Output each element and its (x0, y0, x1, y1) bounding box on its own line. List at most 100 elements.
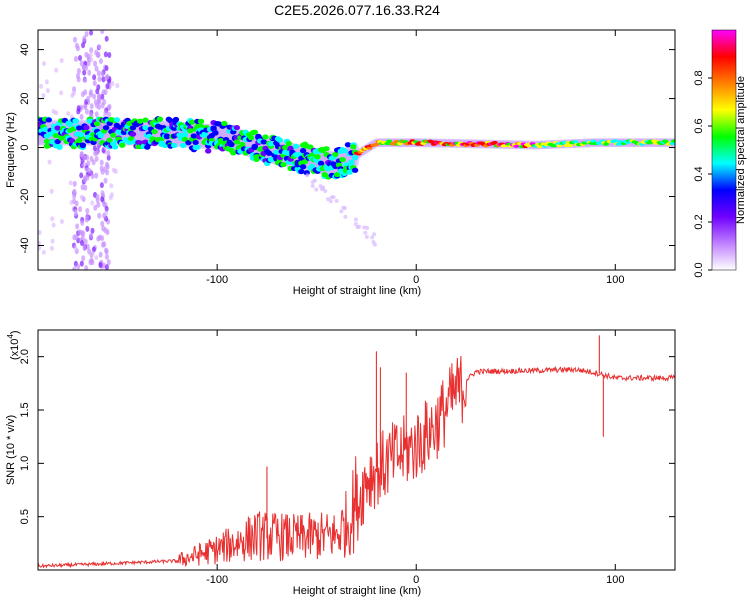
spectral-blob (93, 150, 98, 157)
spectral-blob (83, 104, 88, 111)
spectral-blob (83, 238, 88, 245)
spectral-blob (142, 125, 149, 131)
spectral-blob (344, 142, 352, 148)
spectral-blob (81, 42, 86, 49)
spectral-blob (172, 116, 180, 123)
snr-x-ticks: -100 0 100 (206, 330, 624, 586)
spectral-blob (39, 83, 44, 89)
spectral-blob (49, 188, 54, 194)
y-tick-label: 0 (19, 144, 31, 150)
y-tick-label: 1.0 (19, 456, 31, 471)
spectral-blob (97, 133, 104, 139)
spectral-blob (90, 200, 95, 206)
spectral-blob (513, 144, 520, 148)
spectral-blob (82, 35, 87, 42)
spectral-blob (56, 144, 63, 150)
spectral-blob (363, 230, 368, 235)
spectral-blob (100, 102, 105, 109)
spectral-blob (101, 262, 106, 269)
spectral-blob (285, 140, 293, 147)
spectral-blob (323, 189, 328, 194)
snr-multiplier-base: (x10 (9, 339, 21, 360)
spectral-blob (362, 225, 367, 230)
spectral-blob (197, 118, 205, 124)
spectral-blob (111, 144, 119, 150)
spectral-blob (75, 45, 80, 52)
spectral-blob (75, 223, 80, 230)
spectral-blob (353, 217, 358, 222)
spectral-blob (79, 194, 84, 200)
spectral-blob (170, 142, 178, 149)
spectral-blob (99, 159, 104, 166)
spectral-blob (567, 143, 574, 148)
spectral-blob (93, 121, 101, 127)
spectral-blob (97, 212, 102, 219)
spectral-blob (59, 219, 64, 225)
spectral-blob (89, 155, 94, 162)
spectral-blob (110, 81, 115, 87)
spectral-blob (86, 95, 91, 102)
spectral-blob (90, 173, 95, 180)
colorbar-tick-label: 0.0 (693, 262, 705, 277)
spectral-blob (83, 124, 90, 131)
spectral-blob (331, 195, 336, 200)
spectral-blob (251, 144, 258, 151)
spectral-blob (103, 166, 108, 172)
spectral-blob (98, 58, 103, 65)
spectral-blob (94, 155, 99, 162)
spectral-blob (93, 204, 98, 211)
spectral-blob (351, 155, 359, 161)
spectral-blob (88, 89, 93, 96)
spectral-blob (287, 145, 294, 151)
spectral-blob (298, 168, 305, 175)
spectrogram-y-ticks: -40 -20 0 20 40 (19, 43, 675, 253)
spectral-blob (106, 150, 111, 157)
spectral-blob (76, 67, 81, 74)
spectral-blob (373, 142, 380, 147)
spectral-blob (265, 150, 273, 156)
x-tick-label: 0 (413, 574, 419, 586)
spectral-blob (38, 245, 42, 251)
spectral-blob (78, 55, 83, 62)
spectral-blob (79, 142, 86, 149)
spectral-blob (49, 139, 56, 145)
spectral-blob (99, 182, 104, 189)
spectral-blob (84, 216, 89, 223)
spectral-blob (194, 144, 201, 150)
spectral-blob (59, 90, 64, 96)
spectral-blob (273, 149, 280, 155)
x-tick-label: 100 (606, 274, 624, 286)
spectral-blob (94, 65, 99, 72)
spectral-blob (100, 70, 105, 77)
spectral-blob (282, 144, 289, 151)
spectral-blob (334, 198, 339, 203)
spectral-blob (247, 135, 255, 141)
spectral-blob (88, 232, 93, 239)
spectral-blob (339, 209, 344, 214)
spectral-blob (106, 137, 113, 143)
spectral-blob (87, 248, 92, 255)
spectral-blob (104, 264, 109, 270)
spectral-blob (110, 132, 117, 138)
colorbar-tick-label: 0.6 (693, 118, 705, 133)
spectral-blob (89, 103, 94, 110)
spectral-blob (76, 125, 83, 131)
spectral-blob (212, 130, 219, 136)
spectral-blob (228, 141, 235, 148)
spectral-blob (671, 139, 675, 143)
spectral-blob (72, 266, 77, 270)
spectral-blob (119, 142, 126, 148)
spectral-blob (47, 159, 52, 165)
spectral-blob (45, 88, 50, 94)
snr-x-label: Height of straight line (km) (293, 585, 421, 597)
spectral-blob (590, 139, 597, 143)
snr-series (38, 335, 675, 569)
spectral-blob (320, 187, 325, 192)
spectral-blob (49, 245, 54, 251)
spectral-blob (104, 65, 109, 72)
snr-frame (37, 329, 676, 571)
spectral-blob (107, 52, 112, 59)
spectral-blob (82, 245, 87, 252)
spectrogram-panel: -100 0 100 -40 -20 0 20 40 Height of straight … (5, 29, 676, 297)
